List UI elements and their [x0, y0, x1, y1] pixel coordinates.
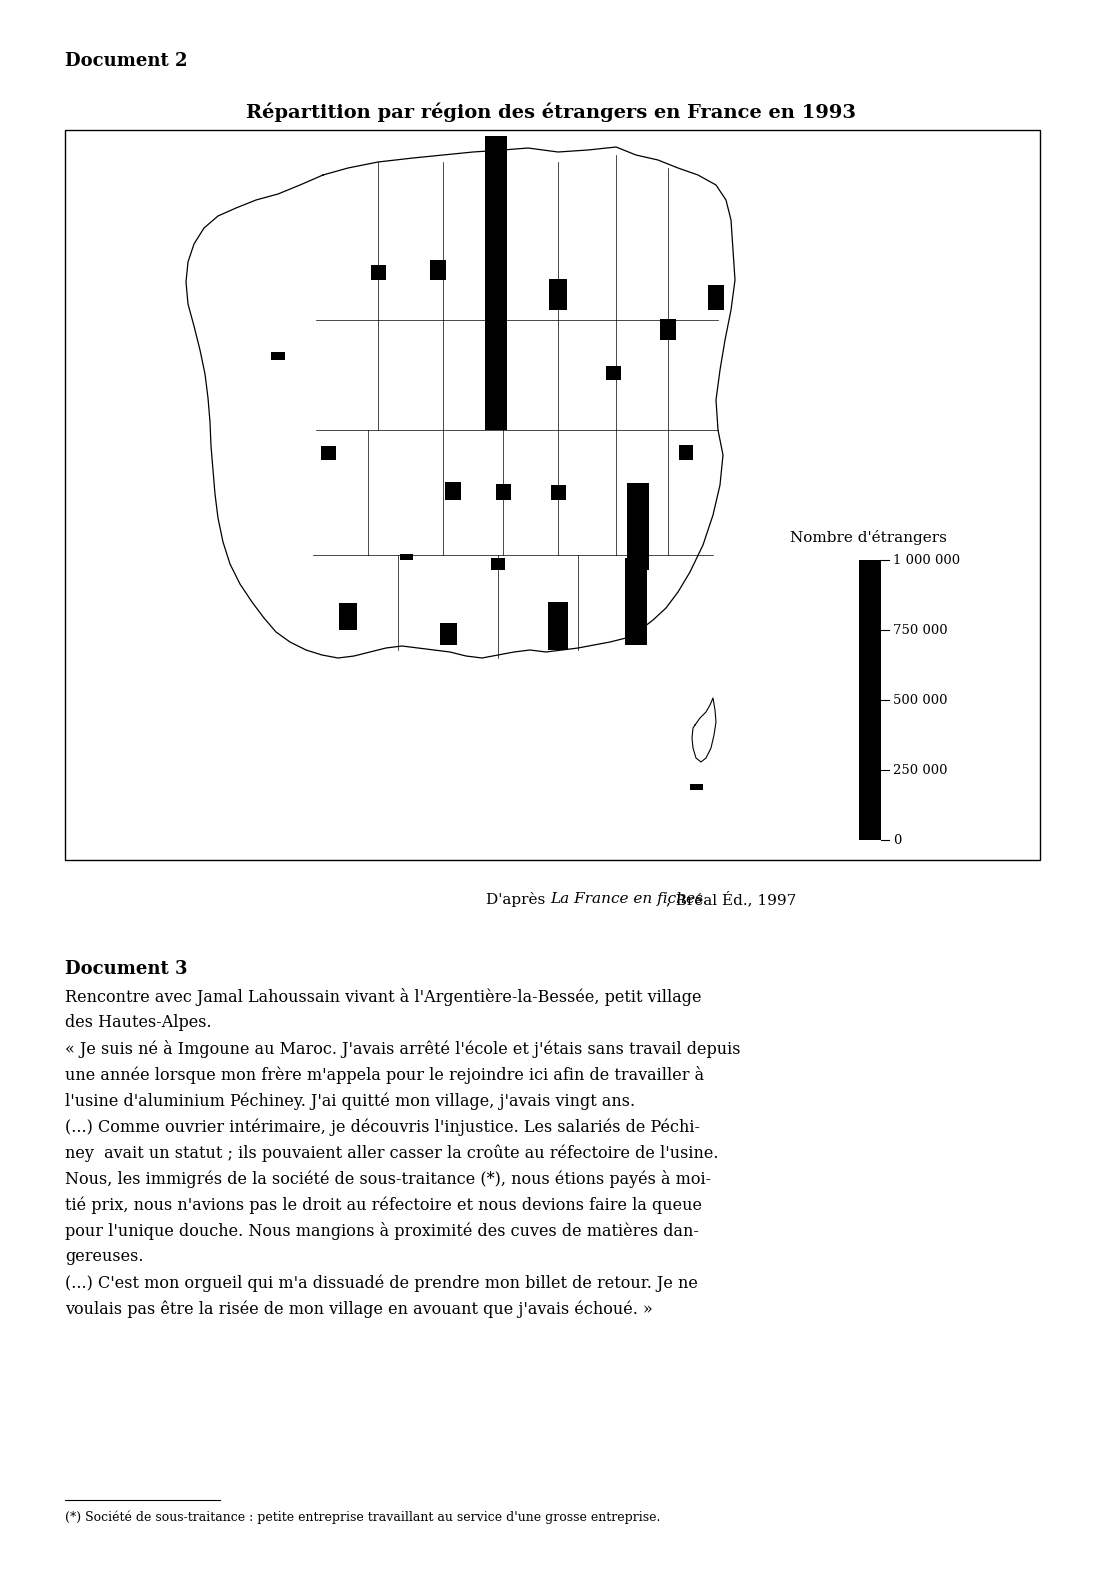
- Text: Document 3: Document 3: [65, 960, 187, 977]
- Bar: [339, 603, 357, 630]
- Bar: [320, 445, 336, 460]
- Text: « Je suis né à Imgoune au Maroc. J'avais arrêté l'école et j'étais sans travail : « Je suis né à Imgoune au Maroc. J'avais…: [65, 1040, 741, 1058]
- Text: Nous, les immigrés de la société de sous-traitance (*), nous étions payés à moi-: Nous, les immigrés de la société de sous…: [65, 1169, 711, 1188]
- Text: des Hautes-Alpes.: des Hautes-Alpes.: [65, 1014, 211, 1031]
- Bar: [548, 603, 568, 650]
- Text: voulais pas être la risée de mon village en avouant que j'avais échoué. »: voulais pas être la risée de mon village…: [65, 1300, 653, 1317]
- Bar: [625, 559, 647, 645]
- Text: tié prix, nous n'avions pas le droit au réfectoire et nous devions faire la queu: tié prix, nous n'avions pas le droit au …: [65, 1196, 702, 1214]
- Text: une année lorsque mon frère m'appela pour le rejoindre ici afin de travailler à: une année lorsque mon frère m'appela pou…: [65, 1066, 705, 1084]
- Bar: [439, 623, 457, 645]
- Text: ney  avait un statut ; ils pouvaient aller casser la croûte au réfectoire de l'u: ney avait un statut ; ils pouvaient alle…: [65, 1144, 719, 1162]
- Text: Nombre d'étrangers: Nombre d'étrangers: [791, 530, 947, 545]
- Bar: [445, 482, 461, 501]
- Text: (...) Comme ouvrier intérimaire, je découvris l'injustice. Les salariés de Péchi: (...) Comme ouvrier intérimaire, je déco…: [65, 1118, 700, 1135]
- Text: pour l'unique douche. Nous mangions à proximité des cuves de matières dan-: pour l'unique douche. Nous mangions à pr…: [65, 1221, 699, 1240]
- Bar: [859, 560, 881, 841]
- Text: D'après: D'après: [487, 892, 550, 907]
- Text: Document 2: Document 2: [65, 52, 187, 69]
- Text: 1 000 000: 1 000 000: [893, 554, 960, 567]
- Bar: [708, 285, 724, 310]
- Bar: [371, 264, 385, 280]
- Text: 500 000: 500 000: [893, 694, 948, 707]
- Text: (...) C'est mon orgueil qui m'a dissuadé de prendre mon billet de retour. Je ne: (...) C'est mon orgueil qui m'a dissuadé…: [65, 1273, 698, 1292]
- Bar: [679, 444, 693, 460]
- Text: gereuses.: gereuses.: [65, 1248, 143, 1265]
- Bar: [550, 485, 566, 501]
- Bar: [65, 131, 1040, 859]
- Bar: [495, 483, 511, 501]
- Bar: [400, 554, 413, 560]
- Bar: [549, 279, 567, 310]
- Bar: [659, 320, 676, 340]
- Text: La France en fiches: La France en fiches: [550, 892, 704, 907]
- Text: l'usine d'aluminium Péchiney. J'ai quitté mon village, j'avais vingt ans.: l'usine d'aluminium Péchiney. J'ai quitt…: [65, 1092, 635, 1110]
- Bar: [430, 260, 446, 280]
- Text: (*) Société de sous-traitance : petite entreprise travaillant au service d'une g: (*) Société de sous-traitance : petite e…: [65, 1509, 661, 1524]
- Bar: [626, 483, 648, 570]
- Text: 750 000: 750 000: [893, 623, 948, 636]
- Text: Répartition par région des étrangers en France en 1993: Répartition par région des étrangers en …: [246, 102, 855, 123]
- Bar: [271, 353, 285, 360]
- Bar: [689, 784, 702, 790]
- Text: , Bréal Éd., 1997: , Bréal Éd., 1997: [665, 892, 796, 908]
- Text: Rencontre avec Jamal Lahoussain vivant à l'Argentière-la-Bessée, petit village: Rencontre avec Jamal Lahoussain vivant à…: [65, 988, 701, 1006]
- Bar: [606, 367, 621, 379]
- Text: 250 000: 250 000: [893, 763, 948, 776]
- Bar: [486, 135, 506, 430]
- Bar: [491, 559, 505, 570]
- Text: 0: 0: [893, 834, 902, 847]
